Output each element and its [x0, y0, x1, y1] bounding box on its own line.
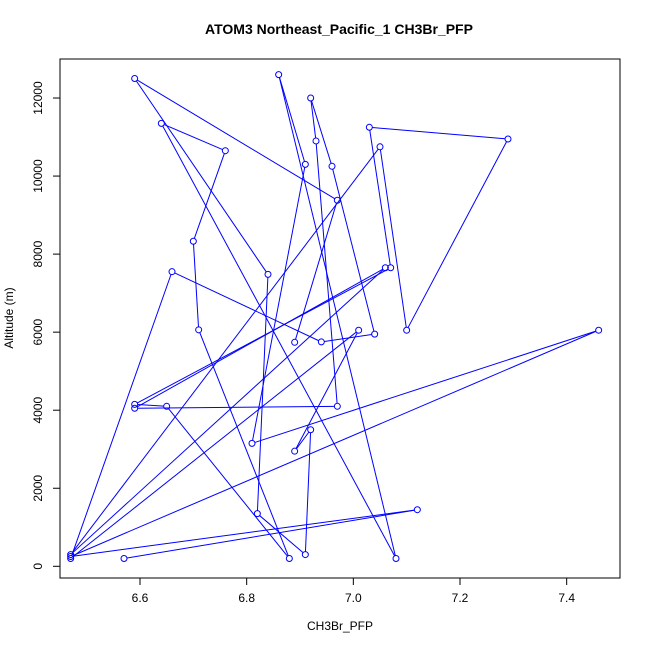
data-point — [248, 439, 256, 447]
data-point — [387, 264, 395, 272]
data-point — [253, 510, 261, 518]
series-line-segment — [199, 332, 289, 556]
series-line-segment — [296, 431, 310, 450]
series-line-segment — [72, 331, 357, 558]
series-line-segment — [256, 277, 269, 511]
series-line-segment — [193, 244, 199, 327]
data-point — [168, 268, 176, 276]
data-point — [301, 551, 309, 559]
y-tick-label: 10000 — [31, 159, 45, 193]
series-line-segment — [72, 148, 379, 553]
data-point — [189, 237, 197, 245]
series-line-segment — [278, 77, 396, 556]
series-line-segment — [73, 509, 415, 557]
data-point — [333, 196, 341, 204]
plot-area — [67, 71, 603, 562]
data-point — [131, 400, 139, 408]
series-line-segment — [162, 125, 396, 557]
y-tick-label: 0 — [31, 563, 45, 570]
series-line-segment — [311, 100, 332, 164]
x-axis: 6.6 6.8 7.0 7.2 7.4 — [132, 577, 575, 605]
data-point — [221, 147, 229, 155]
y-axis: 0 2000 4000 6000 8000 10000 12000 — [31, 81, 61, 570]
data-point — [371, 330, 379, 338]
data-point — [291, 338, 299, 346]
series-line-segment — [137, 268, 383, 408]
y-tick-label: 8000 — [31, 240, 45, 267]
data-point — [120, 554, 128, 562]
data-point — [163, 402, 171, 410]
data-point — [355, 326, 363, 334]
data-point — [413, 506, 421, 514]
series-line-segment — [295, 332, 358, 449]
data-point — [317, 338, 325, 346]
data-point — [67, 553, 75, 561]
data-point — [403, 326, 411, 334]
data-point — [301, 160, 309, 168]
data-point — [312, 137, 320, 145]
series-line-segment — [324, 334, 372, 342]
x-tick-label: 7.0 — [345, 591, 362, 605]
series-line-segment — [310, 100, 317, 139]
series-line-segment — [72, 269, 384, 553]
data-point — [131, 75, 139, 83]
x-tick-label: 6.6 — [132, 591, 149, 605]
data-point — [307, 426, 315, 434]
series-line-segment — [163, 124, 223, 150]
series-line-segment — [259, 515, 304, 554]
series-line-segment — [137, 405, 335, 409]
data-point — [285, 554, 293, 562]
data-point — [307, 94, 315, 102]
data-point — [67, 551, 75, 559]
series-line-segment — [136, 79, 336, 200]
y-tick-label: 4000 — [31, 397, 45, 424]
series-line-segment — [193, 153, 225, 239]
data-point — [376, 143, 384, 151]
series-line-segment — [254, 330, 596, 443]
x-tick-label: 6.8 — [238, 591, 255, 605]
series-line-segment — [295, 202, 337, 340]
series-line-segment — [135, 80, 267, 273]
series-line-segment — [174, 272, 319, 342]
data-point — [381, 264, 389, 272]
data-point — [264, 270, 272, 278]
data-point — [195, 326, 203, 334]
x-axis-label: CH3Br_PFP — [307, 619, 373, 633]
data-point — [392, 554, 400, 562]
series-line-segment — [279, 77, 305, 162]
series-line-segment — [332, 169, 375, 332]
series-line-segment — [252, 167, 306, 441]
series-line-segment — [168, 408, 288, 557]
data-point — [365, 123, 373, 131]
series-line-segment — [73, 330, 597, 556]
data-point — [275, 71, 283, 79]
data-point — [67, 554, 75, 562]
y-tick-label: 12000 — [31, 81, 45, 115]
data-point — [595, 326, 603, 334]
series-line-segment — [137, 404, 164, 407]
y-axis-label: Altitude (m) — [2, 287, 16, 348]
data-point — [157, 119, 165, 127]
data-point — [333, 402, 341, 410]
series-line-segment — [126, 509, 415, 559]
y-tick-label: 2000 — [31, 475, 45, 502]
series-line-segment — [315, 143, 338, 404]
series-line-segment — [372, 127, 506, 140]
data-point — [131, 404, 139, 412]
series-line-segment — [304, 432, 312, 552]
y-tick-label: 6000 — [31, 318, 45, 345]
series-line-segment — [71, 274, 172, 556]
data-point — [291, 447, 299, 455]
data-point — [504, 135, 512, 143]
x-tick-label: 7.4 — [558, 591, 575, 605]
data-point — [328, 162, 336, 170]
chart-title: ATOM3 Northeast_Pacific_1 CH3Br_PFP — [205, 21, 473, 37]
series-line-segment — [379, 149, 407, 328]
x-tick-label: 7.2 — [452, 591, 469, 605]
series-line-segment — [369, 130, 391, 265]
series-line-segment — [407, 141, 508, 328]
